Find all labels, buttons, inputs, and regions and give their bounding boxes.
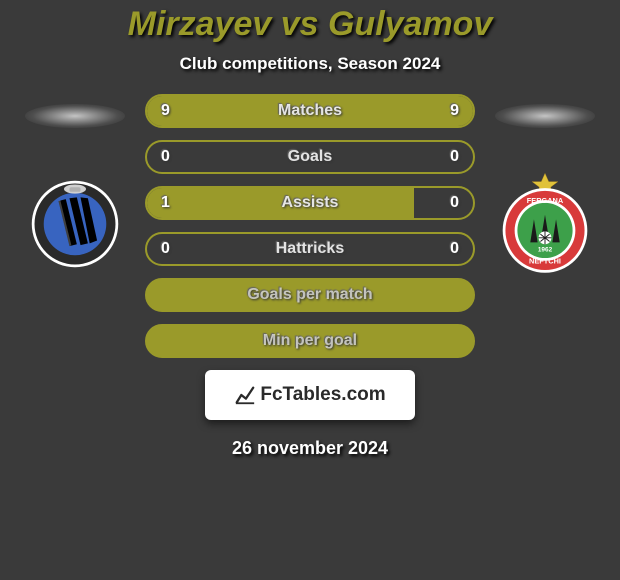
main-row: 9 Matches 9 0 Goals 0 1 Assists 0 0 Hattricks 0 Goal… bbox=[0, 94, 620, 358]
stat-row-matches: 9 Matches 9 bbox=[145, 94, 475, 128]
stat-left-value: 0 bbox=[161, 240, 170, 258]
right-player-col: FERGANA NEFTCHI 1962 bbox=[490, 94, 600, 270]
stats-column: 9 Matches 9 0 Goals 0 1 Assists 0 0 Hattricks 0 Goal… bbox=[140, 94, 480, 358]
stat-row-hattricks: 0 Hattricks 0 bbox=[145, 232, 475, 266]
stat-left-value: 1 bbox=[161, 194, 170, 212]
header-label: Min per goal bbox=[263, 332, 357, 350]
stat-label: Hattricks bbox=[276, 240, 344, 258]
page-subtitle: Club competitions, Season 2024 bbox=[180, 54, 441, 74]
player-shadow-right bbox=[495, 104, 595, 128]
svg-text:FERGANA: FERGANA bbox=[527, 196, 564, 205]
stat-label: Matches bbox=[278, 102, 342, 120]
stat-right-value: 9 bbox=[450, 102, 459, 120]
svg-text:NEFTCHI: NEFTCHI bbox=[529, 257, 561, 266]
stat-label: Goals bbox=[288, 148, 332, 166]
branding-label: FcTables.com bbox=[260, 384, 385, 406]
stat-right-value: 0 bbox=[450, 240, 459, 258]
fergana-neftchi-icon: FERGANA NEFTCHI 1962 bbox=[499, 170, 591, 278]
date-label: 26 november 2024 bbox=[232, 438, 388, 459]
stat-left-value: 9 bbox=[161, 102, 170, 120]
header-label: Goals per match bbox=[247, 286, 372, 304]
header-row-goals-per-match: Goals per match bbox=[145, 278, 475, 312]
page-title: Mirzayev vs Gulyamov bbox=[128, 5, 493, 44]
svg-text:1962: 1962 bbox=[538, 247, 553, 254]
header-row-min-per-goal: Min per goal bbox=[145, 324, 475, 358]
stat-left-value: 0 bbox=[161, 148, 170, 166]
infographic-container: Mirzayev vs Gulyamov Club competitions, … bbox=[0, 0, 620, 580]
stat-right-value: 0 bbox=[450, 148, 459, 166]
stat-right-value: 0 bbox=[450, 194, 459, 212]
stat-label: Assists bbox=[282, 194, 339, 212]
player-shadow-left bbox=[25, 104, 125, 128]
left-player-col bbox=[20, 94, 130, 270]
crest-left bbox=[29, 178, 121, 270]
crest-right: FERGANA NEFTCHI 1962 bbox=[499, 178, 591, 270]
stat-row-assists: 1 Assists 0 bbox=[145, 186, 475, 220]
chart-icon bbox=[234, 384, 256, 406]
club-brugge-icon bbox=[29, 178, 121, 270]
branding-text: FcTables.com bbox=[234, 384, 385, 406]
branding-badge[interactable]: FcTables.com bbox=[205, 370, 415, 420]
stat-row-goals: 0 Goals 0 bbox=[145, 140, 475, 174]
